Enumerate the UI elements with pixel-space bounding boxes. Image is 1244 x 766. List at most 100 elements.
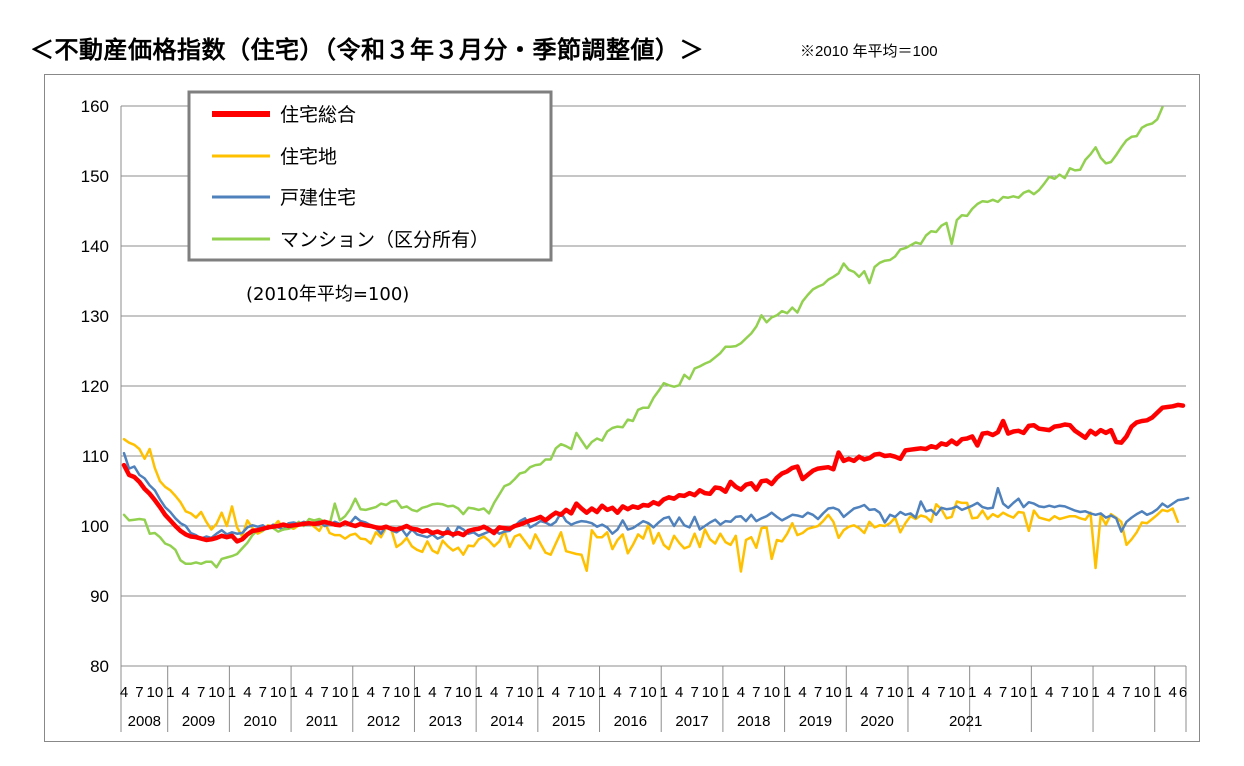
legend-label: 住宅地 [280,146,337,168]
x-month-tick-label: 10 [702,684,719,701]
legend-label: マンション（区分所有） [280,229,489,251]
x-month-tick-label: 7 [690,684,698,701]
x-year-label: 2012 [367,713,400,730]
legend-label: 戸建住宅 [280,187,356,209]
y-tick-label: 100 [81,517,109,536]
x-year-label: 2015 [552,713,585,730]
x-month-tick-label: 1 [845,684,853,701]
x-month-tick-label: 7 [1122,684,1130,701]
x-month-tick-label: 4 [737,684,745,701]
y-axis-ticks: 80 90 100 110 120 130 140 150 160 [81,97,109,676]
x-month-tick-label: 4 [922,684,930,701]
series-lines [121,106,1190,573]
y-tick-label: 160 [81,97,109,116]
x-month-tick-label: 1 [1153,684,1161,701]
y-tick-label: 80 [90,657,109,676]
page-title: ＜不動産価格指数（住宅）（令和３年３月分・季節調整値）＞ [30,36,704,64]
x-month-tick-label: 7 [505,684,513,701]
x-month-tick-label: 10 [1134,684,1151,701]
x-month-tick-label: 1 [906,684,914,701]
x-month-tick-label: 7 [937,684,945,701]
x-month-tick-label: 10 [1072,684,1089,701]
x-month-tick-label: 10 [455,684,472,701]
x-year-label: 2008 [128,713,161,730]
x-month-tick-label: 10 [640,684,657,701]
x-month-tick-label: 4 [860,684,868,701]
y-tick-label: 90 [90,587,109,606]
x-axis-ticks: 4 7 10 1 4 7 10 1 4 7 10 1 4 7 10 1 4 7 10 1 4 7 10 1 4 7 10 1 4 7 10 1… [120,684,1187,730]
x-month-tick-label: 1 [166,684,174,701]
x-month-tick-label: 1 [351,684,359,701]
x-month-tick-label: 1 [228,684,236,701]
x-month-tick-label: 7 [629,684,637,701]
x-year-label: 2013 [429,713,462,730]
x-month-tick-label: 7 [567,684,575,701]
series-line-0 [121,402,1186,544]
x-year-label: 2021 [949,713,982,730]
x-month-tick-label: 4 [120,684,128,701]
x-month-tick-label: 7 [814,684,822,701]
x-month-tick-label: 4 [490,684,498,701]
x-month-tick-label: 7 [999,684,1007,701]
x-month-tick-label: 4 [798,684,806,701]
x-month-tick-label: 10 [393,684,410,701]
x-month-tick-label: 6 [1179,684,1187,701]
legend-label: 住宅総合 [280,104,356,126]
x-month-tick-label: 10 [887,684,904,701]
x-month-tick-label: 7 [752,684,760,701]
x-month-tick-label: 1 [968,684,976,701]
x-month-tick-label: 4 [182,684,190,701]
x-month-tick-label: 1 [598,684,606,701]
x-month-tick-label: 4 [1107,684,1115,701]
x-month-tick-label: 10 [1010,684,1027,701]
x-month-tick-label: 4 [305,684,313,701]
x-month-tick-label: 7 [444,684,452,701]
y-tick-label: 150 [81,167,109,186]
base-year-note: ※2010 年平均＝100 [800,43,938,60]
x-year-label: 2016 [614,713,647,730]
x-month-tick-label: 4 [613,684,621,701]
x-month-tick-label: 10 [763,684,780,701]
x-year-label: 2009 [182,713,215,730]
y-tick-label: 140 [81,237,109,256]
y-tick-label: 130 [81,307,109,326]
x-month-tick-label: 10 [208,684,225,701]
x-month-tick-label: 10 [517,684,534,701]
x-month-tick-label: 7 [1061,684,1069,701]
x-year-label: 2014 [490,713,523,730]
x-month-tick-label: 4 [983,684,991,701]
y-tick-label: 110 [82,447,109,466]
x-month-tick-label: 7 [135,684,143,701]
x-month-tick-label: 7 [382,684,390,701]
x-year-label: 2011 [306,713,338,730]
x-month-tick-label: 4 [1045,684,1053,701]
x-month-tick-label: 10 [332,684,349,701]
x-month-tick-label: 1 [660,684,668,701]
legend-box [187,90,553,262]
x-month-tick-label: 10 [825,684,842,701]
x-year-label: 2018 [737,713,770,730]
x-month-tick-label: 10 [147,684,164,701]
x-year-label: 2019 [799,713,832,730]
x-month-tick-label: 1 [783,684,791,701]
inner-base-note: (2010年平均=100) [246,284,409,305]
x-month-tick-label: 1 [1091,684,1099,701]
x-month-tick-label: 1 [475,684,483,701]
x-month-tick-label: 4 [675,684,683,701]
x-month-tick-label: 4 [552,684,560,701]
axes [120,106,1187,732]
chart-frame [44,74,1200,742]
x-month-tick-label: 4 [428,684,436,701]
x-month-tick-label: 7 [259,684,267,701]
x-month-tick-label: 4 [1169,684,1177,701]
x-month-tick-label: 1 [1030,684,1038,701]
x-month-tick-label: 4 [243,684,251,701]
x-month-tick-label: 7 [876,684,884,701]
x-month-tick-label: 4 [367,684,375,701]
y-tick-label: 120 [81,377,109,396]
x-month-tick-label: 10 [270,684,287,701]
x-month-tick-label: 1 [413,684,421,701]
x-month-tick-label: 1 [289,684,297,701]
